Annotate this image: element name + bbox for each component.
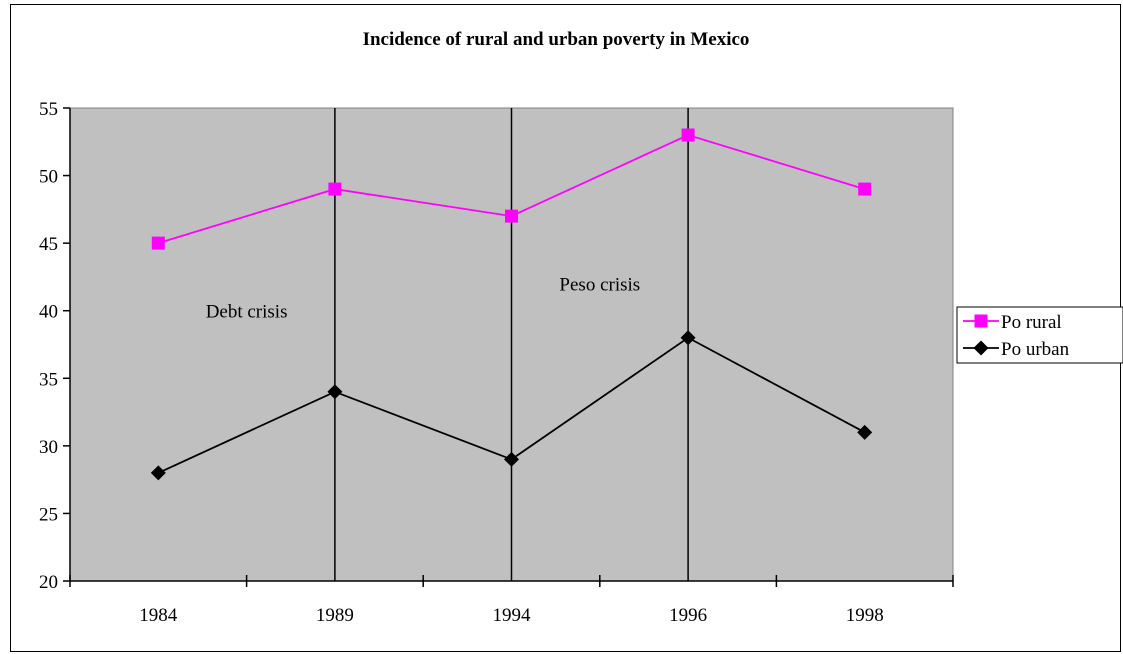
x-tick-label: 1996 xyxy=(669,605,707,626)
legend-marker-po-urban xyxy=(973,340,989,356)
data-point-po-rural xyxy=(328,182,342,196)
data-point-po-rural xyxy=(681,128,695,142)
data-point-po-urban xyxy=(504,451,519,467)
data-point-po-urban xyxy=(150,465,166,481)
legend-label-po-urban: Po urban xyxy=(1001,339,1070,360)
y-tick-label: 30 xyxy=(39,437,58,458)
data-point-po-urban xyxy=(857,424,873,440)
y-tick-label: 20 xyxy=(39,572,58,593)
y-tick-label: 55 xyxy=(39,99,58,120)
x-tick-label: 1989 xyxy=(316,605,354,626)
series-po-urban xyxy=(150,330,873,481)
legend-label-po-rural: Po rural xyxy=(1001,312,1062,333)
y-tick-label: 35 xyxy=(39,369,58,390)
data-point-po-rural xyxy=(151,236,165,250)
data-point-po-rural xyxy=(858,182,872,196)
annotation-debt-crisis: Debt crisis xyxy=(206,301,288,322)
x-tick-label: 1994 xyxy=(493,605,532,626)
series-po-rural xyxy=(151,128,872,250)
annotation-peso-crisis: Peso crisis xyxy=(559,274,640,295)
data-point-po-urban xyxy=(680,330,696,346)
legend-marker-po-rural xyxy=(974,314,988,328)
data-point-po-urban xyxy=(327,384,343,400)
x-tick-label: 1998 xyxy=(846,605,884,626)
y-tick-label: 25 xyxy=(39,504,58,525)
x-tick-label: 1984 xyxy=(139,605,178,626)
chart-title: Incidence of rural and urban poverty in … xyxy=(363,29,750,50)
y-tick-label: 50 xyxy=(39,167,58,188)
data-point-po-rural xyxy=(505,209,518,223)
y-tick-label: 45 xyxy=(39,234,58,255)
y-tick-label: 40 xyxy=(39,302,58,323)
